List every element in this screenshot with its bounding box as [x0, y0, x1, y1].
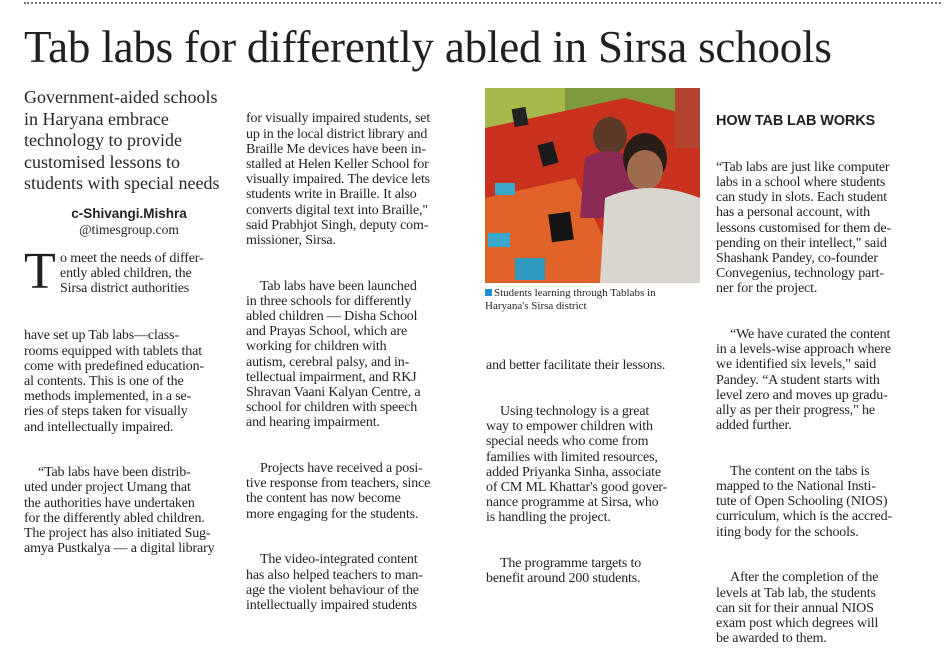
paragraph: The content on the tabs is mapped to the…	[716, 463, 892, 540]
deck-summary: Government-aided schools in Haryana embr…	[24, 87, 220, 193]
top-dotted-rule	[24, 2, 941, 4]
paragraph: The video-integrated content has also he…	[246, 552, 423, 613]
paragraph: have set up Tab labs—class- rooms equipp…	[24, 328, 204, 435]
paragraph: “Tab labs are just like computer labs in…	[716, 159, 891, 297]
photo-caption: Students learning through Tablabs in Har…	[485, 287, 656, 312]
paragraph: Using technology is a great way to empow…	[486, 404, 668, 526]
article-photo	[485, 88, 700, 283]
students-with-tablets-photo	[485, 88, 700, 283]
byline: c-Shivangi.Mishra @timesgroup.com	[24, 206, 234, 237]
paragraph: The programme targets to benefit around …	[486, 556, 642, 587]
paragraph: Projects have received a posi- tive resp…	[246, 461, 431, 522]
byline-name: c-Shivangi.Mishra	[71, 206, 187, 221]
column-3: and better facilitate their lessons. Usi…	[486, 328, 667, 602]
caption-text: Students learning through Tablabs in Har…	[485, 287, 656, 312]
paragraph: After the completion of the levels at Ta…	[716, 570, 879, 647]
paragraph: “We have curated the content in a levels…	[716, 327, 891, 434]
paragraph: and better facilitate their lessons.	[486, 358, 666, 374]
column-1: have set up Tab labs—class- rooms equipp…	[24, 298, 215, 572]
sidebar-subhead: HOW TAB LAB WORKS	[716, 113, 876, 130]
paragraph: “Tab labs have been distrib- uted under …	[24, 465, 215, 557]
caption-marker-icon	[485, 289, 492, 296]
drop-cap: T	[24, 250, 56, 294]
column-2: for visually impaired students, set up i…	[246, 81, 430, 628]
col1-lead: o meet the needs of differ- ently abled …	[60, 251, 204, 297]
column-4: HOW TAB LAB WORKS “Tab labs are just lik…	[716, 83, 892, 662]
paragraph: for visually impaired students, set up i…	[246, 111, 431, 249]
headline: Tab labs for differently abled in Sirsa …	[24, 22, 832, 72]
byline-handle: @timesgroup.com	[79, 221, 179, 237]
paragraph: Tab labs have been launched in three sch…	[246, 278, 421, 431]
